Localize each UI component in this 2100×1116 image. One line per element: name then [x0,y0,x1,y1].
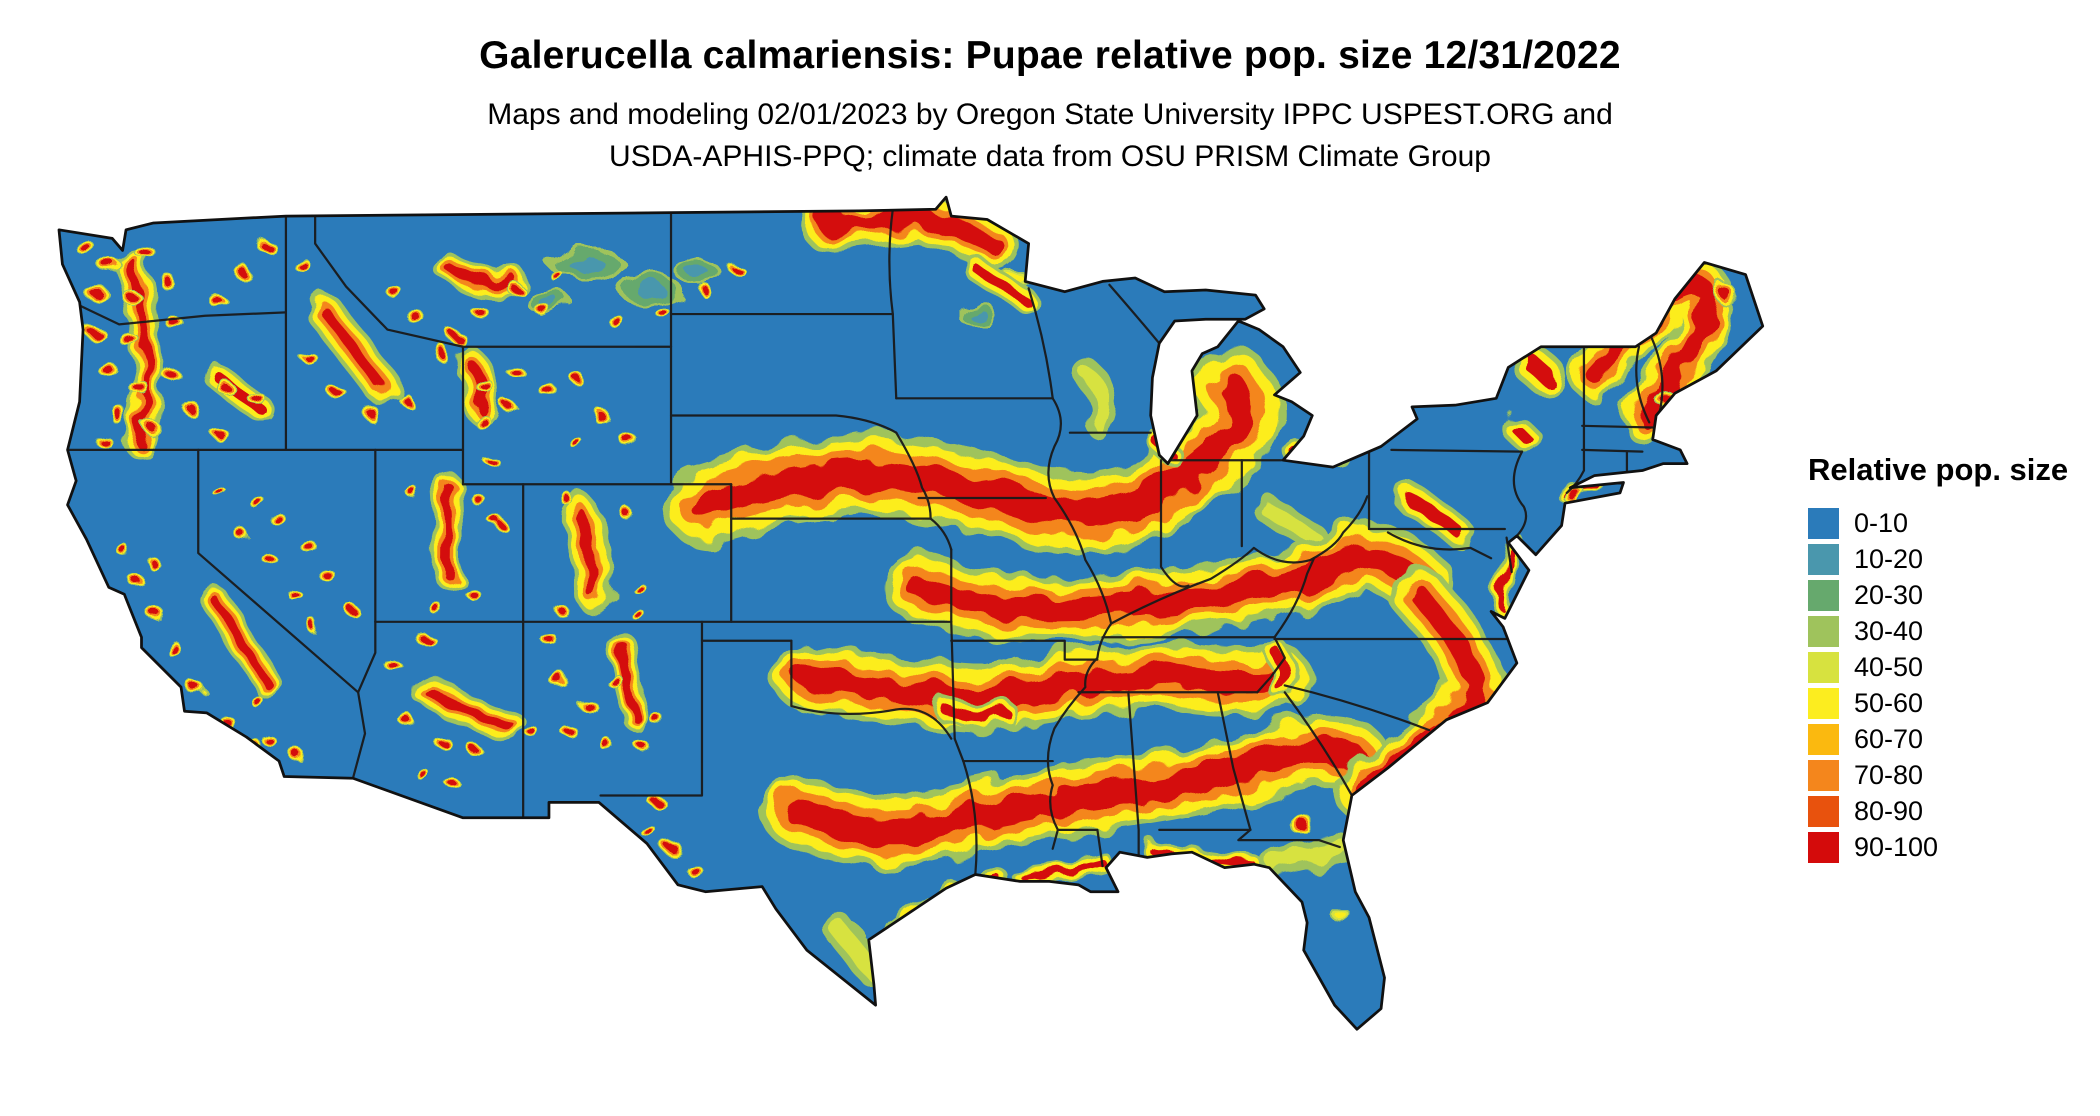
population-bands [72,197,1741,985]
legend-label: 30-40 [1854,616,1924,646]
legend-label: 70-80 [1854,760,1924,790]
mountain-speckle [72,238,1741,877]
legend-title: Relative pop. size [1808,452,2069,487]
legend-swatch [1808,688,1839,719]
legend-swatch [1808,508,1839,539]
state-borders [66,208,1664,876]
legend-swatch [1808,832,1839,863]
map-subtitle-line2: USDA-APHIS-PPQ; climate data from OSU PR… [609,140,1491,173]
legend-swatch [1808,652,1839,683]
legend-label: 50-60 [1854,688,1924,718]
legend-item: 70-80 [1808,760,2068,791]
legend-label: 40-50 [1854,652,1924,682]
legend-swatch [1808,796,1839,827]
legend-item: 90-100 [1808,832,2068,863]
legend-swatch [1808,544,1839,575]
legend-label: 0-10 [1854,508,1909,538]
figure-header: Galerucella calmariensis: Pupae relative… [0,34,2100,178]
legend-label: 80-90 [1854,796,1924,826]
legend-item: 80-90 [1808,796,2068,827]
page-title: Galerucella calmariensis: Pupae relative… [479,34,1621,77]
legend-swatch [1808,760,1839,791]
legend-item: 40-50 [1808,652,2068,683]
map-subtitle-line1: Maps and modeling 02/01/2023 by Oregon S… [487,98,1613,131]
legend-item: 60-70 [1808,724,2068,755]
legend-item: 30-40 [1808,616,2068,647]
legend-label: 60-70 [1854,724,1924,754]
legend-swatch [1808,724,1839,755]
legend-item: 50-60 [1808,688,2068,719]
legend-label: 20-30 [1854,580,1924,610]
map-base-fill [58,197,1763,1030]
legend: Relative pop. size 0-10 10-20 20-30 30-4… [1808,452,2068,868]
legend-item: 0-10 [1808,508,2068,539]
us-map [57,195,1765,1031]
legend-label: 10-20 [1854,544,1924,574]
legend-item: 10-20 [1808,544,2068,575]
legend-item: 20-30 [1808,580,2068,611]
legend-swatch [1808,580,1839,611]
legend-label: 90-100 [1854,832,1939,862]
legend-swatch [1808,616,1839,647]
